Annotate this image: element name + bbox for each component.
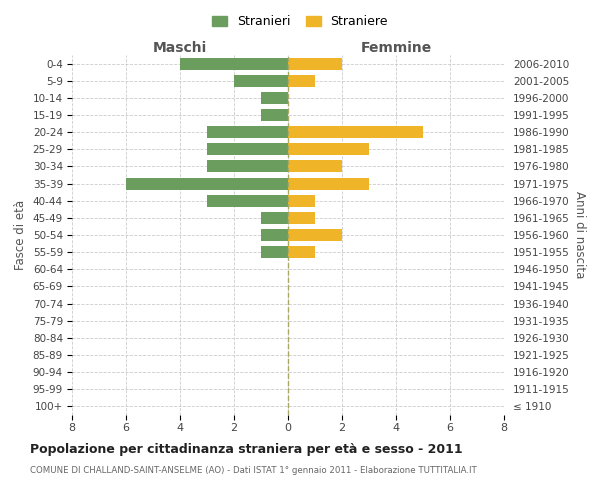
Bar xyxy=(288,144,369,156)
Bar xyxy=(207,144,288,156)
Text: COMUNE DI CHALLAND-SAINT-ANSELME (AO) - Dati ISTAT 1° gennaio 2011 - Elaborazion: COMUNE DI CHALLAND-SAINT-ANSELME (AO) - … xyxy=(30,466,477,475)
Bar xyxy=(261,109,288,121)
Bar xyxy=(261,92,288,104)
Bar xyxy=(288,212,315,224)
Text: Femmine: Femmine xyxy=(361,41,431,55)
Text: Maschi: Maschi xyxy=(153,41,207,55)
Bar xyxy=(288,194,315,206)
Bar xyxy=(180,58,288,70)
Bar xyxy=(288,246,315,258)
Bar xyxy=(234,74,288,86)
Y-axis label: Fasce di età: Fasce di età xyxy=(14,200,27,270)
Bar xyxy=(288,126,423,138)
Bar xyxy=(207,126,288,138)
Bar xyxy=(207,160,288,172)
Text: Popolazione per cittadinanza straniera per età e sesso - 2011: Popolazione per cittadinanza straniera p… xyxy=(30,442,463,456)
Bar xyxy=(288,74,315,86)
Bar xyxy=(288,160,342,172)
Bar xyxy=(261,229,288,241)
Bar xyxy=(261,212,288,224)
Y-axis label: Anni di nascita: Anni di nascita xyxy=(574,192,586,278)
Legend: Stranieri, Straniere: Stranieri, Straniere xyxy=(208,11,392,32)
Bar xyxy=(261,246,288,258)
Bar xyxy=(288,58,342,70)
Bar xyxy=(288,229,342,241)
Bar xyxy=(207,194,288,206)
Bar xyxy=(126,178,288,190)
Bar xyxy=(288,178,369,190)
